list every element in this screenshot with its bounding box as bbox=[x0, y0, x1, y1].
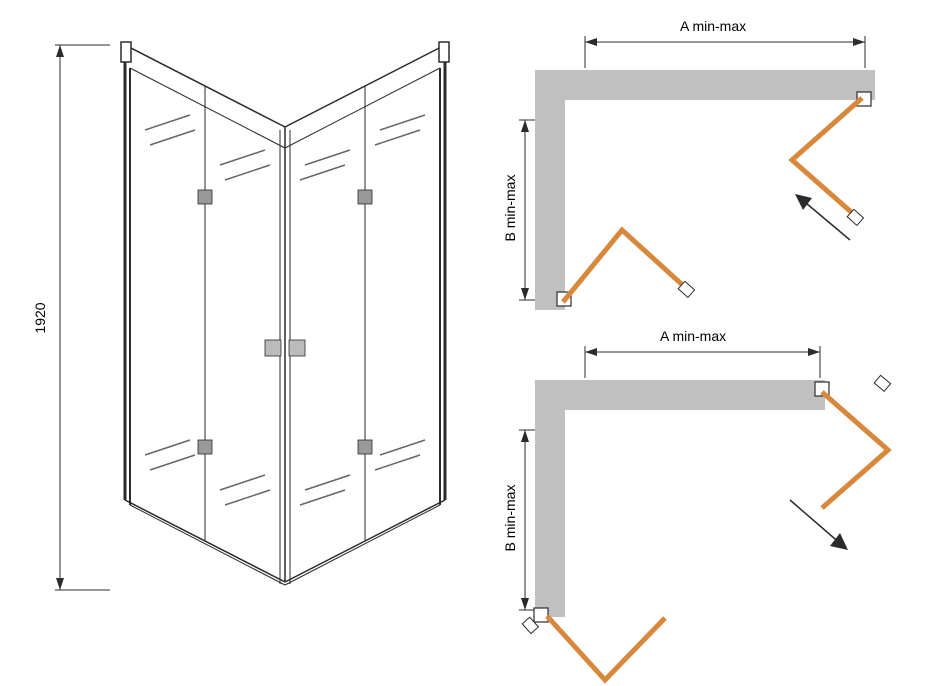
technical-drawing bbox=[0, 0, 928, 686]
a-label-1: A min-max bbox=[680, 18, 746, 34]
b-label-2: B min-max bbox=[502, 478, 518, 558]
b-label-1: B min-max bbox=[502, 168, 518, 248]
topview-open bbox=[519, 346, 891, 680]
isometric-enclosure bbox=[121, 42, 449, 585]
height-dimension bbox=[55, 45, 110, 590]
a-label-2: A min-max bbox=[660, 328, 726, 344]
topview-closed bbox=[519, 36, 875, 310]
height-label: 1920 bbox=[32, 298, 48, 338]
